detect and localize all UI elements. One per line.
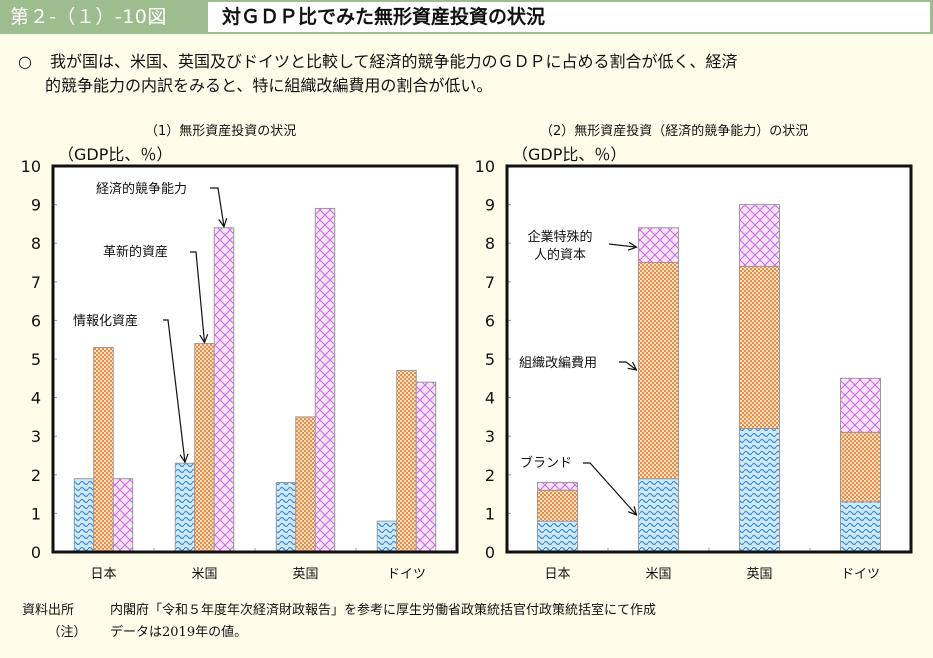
bar-segment-0 [840,501,881,553]
annotation-label: 企業特殊的 [527,229,592,245]
bar-segment-2 [840,377,881,433]
chart-2-economic-competencies: （GDP比、％） 0 1 2 3 4 5 6 7 8 9 10 日本 米国 英国 ドイツ 企業特殊的人的資本組織… [475,145,913,582]
bar-1 [194,343,215,553]
chart-1-intangible-investment: （GDP比、％） 0 1 2 3 4 5 6 7 8 9 10 日本 米国 英国 ドイツ 経済的競争能力革新的資… [21,145,459,582]
bar-1 [93,346,114,553]
y-tick-label: 8 [485,234,495,253]
bar-0 [275,482,297,553]
bar-1 [295,416,316,553]
annotation-label: 経済的競争能力 [96,181,187,197]
notes: 資料出所 内閣府「令和５年度年次経済財政報告」を参考に厚生労働省政策統括官付政策統… [22,600,656,644]
y-axis-label: （GDP比、％） [512,145,626,164]
bar-2 [112,478,134,553]
bar-1 [396,370,417,553]
y-tick-label: 8 [31,234,41,253]
note-text: データは2019年の値。 [110,625,248,640]
annotation-label: ブランド [520,455,572,471]
plot-frame [505,164,913,554]
y-tick-label: 7 [485,273,495,292]
plot-frame [51,164,459,554]
x-tick-label: ドイツ [387,567,426,582]
y-tick-label: 10 [21,157,41,176]
y-tick-label: 3 [485,427,495,446]
bar-2 [314,207,336,553]
bullet-circle-icon: ○ [18,52,32,71]
y-tick-label: 2 [31,466,41,485]
y-tick-label: 0 [31,543,41,562]
figure-header: 第２-（１）-10図 対ＧＤＰ比でみた無形資産投資の状況 [0,0,933,34]
annotation-arrow [210,187,224,227]
y-axis-label: （GDP比、％） [58,145,172,164]
annotation-label: 組織改編費用 [519,355,597,371]
annotation-label: 人的資本 [534,247,586,263]
y-tick-label: 4 [485,389,495,408]
bar-segment-2 [638,227,679,263]
annotation-label: 情報化資産 [73,313,138,329]
y-tick-label: 4 [31,389,41,408]
y-tick-label: 1 [485,504,495,523]
bar-2 [213,227,235,553]
figure-title: 対ＧＤＰ比でみた無形資産投資の状況 [208,2,930,32]
bar-0 [73,478,95,553]
annotation-arrow [163,319,185,462]
bar-segment-0 [638,478,679,553]
y-tick-label: 2 [485,466,495,485]
bar-0 [376,520,398,553]
y-tick-label: 10 [475,157,495,176]
annotation-arrow [583,462,637,515]
x-tick-label: 英国 [746,567,772,582]
y-tick-label: 6 [31,311,41,330]
summary-text: ○ 我が国は、米国、英国及びドイツと比較して経済的競争能力のＧＤＰに占める割合が低… [18,50,918,98]
annotation-arrow [619,361,637,370]
figure-number: 第２-（１）-10図 [10,6,167,28]
y-tick-label: 0 [485,543,495,562]
y-tick-label: 5 [31,350,41,369]
y-tick-label: 1 [31,504,41,523]
bar-segment-2 [537,482,578,491]
annotation-label: 革新的資産 [103,244,168,260]
x-tick-label: 日本 [90,567,116,582]
x-tick-label: ドイツ [841,567,880,582]
y-tick-label: 3 [31,427,41,446]
y-tick-label: 9 [485,196,495,215]
source-label: 資料出所 [22,603,75,618]
x-tick-label: 英国 [292,567,318,582]
bar-segment-1 [638,262,679,480]
source-text: 内閣府「令和５年度年次経済財政報告」を参考に厚生労働省政策統括官付政策統括室にて… [110,603,657,618]
x-tick-label: 米国 [191,567,217,582]
bar-segment-0 [739,427,780,553]
note-label: （注） [47,625,87,640]
bar-0 [174,462,196,553]
bar-segment-2 [739,204,780,267]
bar-segment-1 [739,265,780,429]
bar-segment-1 [840,431,881,503]
annotation-arrow [190,251,205,343]
y-tick-label: 6 [485,311,495,330]
y-tick-label: 5 [485,350,495,369]
summary-line-2: 的競争能力の内訳をみると、特に組織改編費用の割合が低い。 [45,76,493,95]
bar-segment-1 [537,489,578,522]
bar-segment-0 [537,520,578,553]
chart-1-title: （1）無形資産投資の状況 [145,124,297,139]
summary-line-1: 我が国は、米国、英国及びドイツと比較して経済的競争能力のＧＤＰに占める割合が低く… [50,52,738,71]
chart-2-title: （2）無形資産投資（経済的競争能力）の状況 [540,124,809,139]
y-tick-label: 9 [31,196,41,215]
x-tick-label: 米国 [645,567,671,582]
y-tick-label: 7 [31,273,41,292]
bar-2 [415,381,437,553]
annotation-arrow [608,244,637,247]
x-tick-label: 日本 [544,567,570,582]
